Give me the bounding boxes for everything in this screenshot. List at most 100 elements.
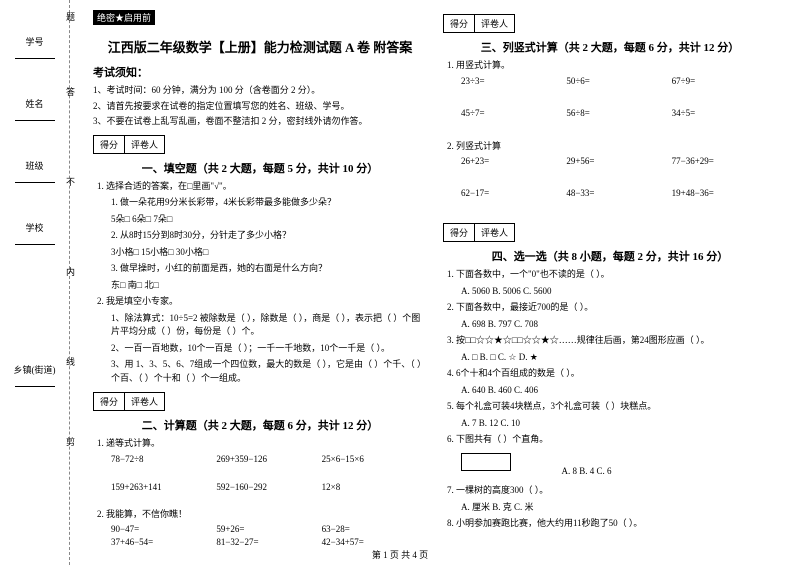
left-column: 绝密★启用前 江西版二年级数学【上册】能力检测试题 A 卷 附答案 考试须知： … (85, 10, 435, 555)
side-no: 不 (66, 175, 75, 188)
calc-row-2: 159+263+141 592−160−292 12×8 (93, 482, 427, 492)
v-row-3: 26+23= 29+56= 77−36+29= (443, 156, 777, 166)
calc-row-1: 78−72÷8 269+359−126 25×6−15×6 (93, 454, 427, 464)
notice-1: 1、考试时间：60 分钟，满分为 100 分（含卷面分 2 分）。 (93, 84, 427, 97)
q3-1: 1. 用竖式计算。 (443, 59, 777, 73)
marker-label-3: 评卷人 (475, 15, 514, 32)
score-box-2: 得分 评卷人 (93, 392, 165, 411)
v1c: 67÷9= (672, 76, 777, 86)
v4a: 62−17= (461, 188, 566, 198)
c4c: 42−34+57= (322, 537, 427, 547)
q4-7o: A. 厘米 B. 克 C. 米 (443, 501, 777, 515)
q1-1c-opt: 东□ 南□ 北□ (93, 279, 427, 293)
score-box-1: 得分 评卷人 (93, 135, 165, 154)
q1-1b: 2. 从8时15分到8时30分，分针走了多少小格？ (93, 229, 427, 243)
q1-1b-opt: 3小格□ 15小格□ 30小格□ (93, 246, 427, 260)
v3a: 26+23= (461, 156, 566, 166)
binding-class-line (15, 175, 55, 183)
q4-2: 2. 下面各数中，最接近700的是（ ）。 (443, 301, 777, 315)
c2b: 592−160−292 (216, 482, 321, 492)
binding-class-label: 班级 (5, 159, 64, 172)
q2-2: 2. 我能算，不信你瞧！ (93, 508, 427, 522)
binding-name: 姓名 (5, 97, 64, 124)
c1c: 25×6−15×6 (322, 454, 427, 464)
section-1-title: 一、填空题（共 2 大题，每题 5 分，共计 10 分） (93, 160, 427, 176)
binding-id-label: 学号 (5, 35, 64, 48)
marker-label: 评卷人 (125, 136, 164, 153)
marker-label-2: 评卷人 (125, 393, 164, 410)
v-row-4: 62−17= 48−33= 19+48−36= (443, 188, 777, 198)
binding-name-label: 姓名 (5, 97, 64, 110)
calc-row-3: 90−47= 59+26= 63−28= (93, 524, 427, 534)
side-inner: 内 (66, 265, 75, 278)
v4b: 48−33= (566, 188, 671, 198)
q4-6o: A. 8 B. 4 C. 6 (544, 465, 612, 479)
q1-1: 1. 选择合适的答案，在□里画"√"。 (93, 180, 427, 194)
q1-2-1: 1、除法算式：10÷5=2 被除数是（ ），除数是（ ），商是（ ），表示把（ … (93, 312, 427, 339)
q4-3: 3. 按□□☆☆★☆□□☆☆★☆……规律往后画，第24图形应画（ ）。 (443, 334, 777, 348)
content: 绝密★启用前 江西版二年级数学【上册】能力检测试题 A 卷 附答案 考试须知： … (70, 0, 800, 565)
binding-school: 学校 (5, 221, 64, 248)
score-label-3: 得分 (444, 15, 475, 32)
q1-2-3: 3、用 1、3、5、6、7组成一个四位数，最大的数是（ ），它是由（ ）个千、（… (93, 358, 427, 385)
q4-4: 4. 6个十和4个百组成的数是（ ）。 (443, 367, 777, 381)
notice-title: 考试须知： (93, 64, 427, 80)
q4-6: 6. 下图共有（ ）个直角。 (443, 433, 777, 447)
v-row-1: 23÷3= 50÷6= 67÷9= (443, 76, 777, 86)
side-ans: 答 (66, 85, 75, 98)
q1-1a: 1. 做一朵花用9分米长彩带，4米长彩带最多能做多少朵？ (93, 196, 427, 210)
binding-school-label: 学校 (5, 221, 64, 234)
v1b: 50÷6= (566, 76, 671, 86)
q4-4o: A. 640 B. 460 C. 406 (443, 384, 777, 398)
q4-1o: A. 5060 B. 5006 C. 5600 (443, 285, 777, 299)
v2c: 34÷5= (672, 108, 777, 118)
side-cut: 剪 (66, 435, 75, 448)
score-box-4: 得分 评卷人 (443, 223, 515, 242)
score-label-4: 得分 (444, 224, 475, 241)
q1-1a-opt: 5朵□ 6朵□ 7朵□ (93, 213, 427, 227)
rectangle-shape (461, 453, 511, 471)
q1-1c: 3. 做早操时，小红的前面是西，她的右面是什么方向？ (93, 262, 427, 276)
binding-school-line (15, 237, 55, 245)
right-column: 得分 评卷人 三、列竖式计算（共 2 大题，每题 6 分，共计 12 分） 1.… (435, 10, 785, 555)
v-row-2: 45÷7= 56÷8= 34÷5= (443, 108, 777, 118)
binding-id: 学号 (5, 35, 64, 62)
q4-8: 8. 小明参加赛跑比赛，他大约用11秒跑了50（ ）。 (443, 517, 777, 531)
binding-township-line (15, 379, 55, 387)
section-2-title: 二、计算题（共 2 大题，每题 6 分，共计 12 分） (93, 417, 427, 433)
c2a: 159+263+141 (111, 482, 216, 492)
binding-id-line (15, 51, 55, 59)
c1b: 269+359−126 (216, 454, 321, 464)
v2a: 45÷7= (461, 108, 566, 118)
score-label: 得分 (94, 136, 125, 153)
section-3-title: 三、列竖式计算（共 2 大题，每题 6 分，共计 12 分） (443, 39, 777, 55)
v1a: 23÷3= (461, 76, 566, 86)
secret-tag: 绝密★启用前 (93, 10, 155, 25)
q4-3o: A. □ B. □ C. ☆ D. ★ (443, 351, 777, 365)
q2-1: 1. 递等式计算。 (93, 437, 427, 451)
c4a: 37+46−54= (111, 537, 216, 547)
c3c: 63−28= (322, 524, 427, 534)
score-box-3: 得分 评卷人 (443, 14, 515, 33)
q1-2: 2. 我是填空小专家。 (93, 295, 427, 309)
section-4-title: 四、选一选（共 8 小题，每题 2 分，共计 16 分） (443, 248, 777, 264)
notice-2: 2、请首先按要求在试卷的指定位置填写您的姓名、班级、学号。 (93, 100, 427, 113)
v3b: 29+56= (566, 156, 671, 166)
notice-3: 3、不要在试卷上乱写乱画，卷面不整洁扣 2 分，密封线外请勿作答。 (93, 115, 427, 128)
score-label-2: 得分 (94, 393, 125, 410)
c3a: 90−47= (111, 524, 216, 534)
q4-5o: A. 7 B. 12 C. 10 (443, 417, 777, 431)
binding-township-label: 乡镇(街道) (5, 363, 64, 376)
q4-5: 5. 每个礼盒可装4块糕点，3个礼盒可装（ ）块糕点。 (443, 400, 777, 414)
binding-name-line (15, 113, 55, 121)
marker-label-4: 评卷人 (475, 224, 514, 241)
q3-2: 2. 列竖式计算 (443, 140, 777, 154)
c2c: 12×8 (322, 482, 427, 492)
c3b: 59+26= (216, 524, 321, 534)
page-container: 题 学号 答 姓名 不 班级 内 学校 线 剪 乡镇(街道) 绝密★启用前 江西… (0, 0, 800, 565)
side-ti: 题 (66, 10, 75, 23)
q1-2-2: 2、一百一百地数，10个一百是（ ）；一千一千地数，10个一千是（ ）。 (93, 342, 427, 356)
v2b: 56÷8= (566, 108, 671, 118)
binding-township: 乡镇(街道) (5, 363, 64, 390)
q4-1: 1. 下面各数中，一个"0"也不读的是（ ）。 (443, 268, 777, 282)
